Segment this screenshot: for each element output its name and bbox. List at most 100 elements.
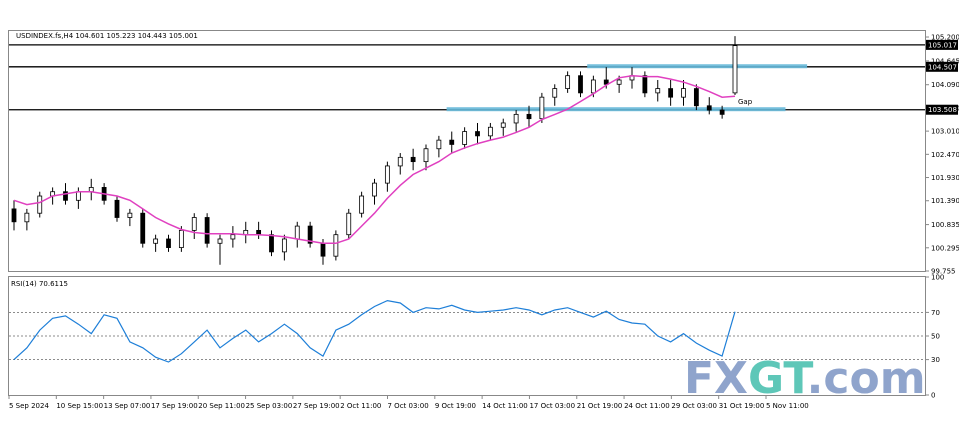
- price-tick-label: 104.090: [931, 81, 959, 89]
- candle-body: [153, 238, 159, 244]
- price-panel-frame: [8, 30, 926, 272]
- level-label-box: [926, 39, 958, 50]
- candle-body: [449, 139, 455, 145]
- gap-label: Gap: [738, 98, 753, 106]
- candle-body: [333, 234, 339, 257]
- candle-body: [552, 88, 558, 98]
- candle-body: [475, 131, 480, 137]
- x-tick-label: 29 Oct 03:00: [671, 402, 717, 410]
- candle-body: [114, 199, 120, 218]
- candle-body: [359, 195, 365, 214]
- candle-body: [397, 156, 403, 167]
- candle-body: [719, 109, 725, 115]
- candle-body: [346, 212, 352, 236]
- candle-body: [63, 191, 68, 201]
- price-tick-label: 101.930: [931, 174, 959, 182]
- price-tick-label: 103.010: [931, 128, 959, 136]
- candle-body: [410, 156, 416, 163]
- candle-body: [436, 139, 442, 150]
- x-tick-label: 24 Oct 11:00: [624, 402, 670, 410]
- candle-body: [269, 234, 274, 253]
- rsi-tick-label: 100: [931, 274, 944, 282]
- candle-body: [384, 165, 390, 184]
- candle-body: [320, 242, 326, 257]
- candle-body: [75, 191, 81, 201]
- level-label: 105.017: [928, 41, 957, 49]
- candle-body: [655, 88, 661, 94]
- x-tick-label: 14 Oct 11:00: [482, 402, 528, 410]
- level-label-box: [926, 104, 958, 115]
- x-tick-label: 17 Oct 03:00: [529, 402, 575, 410]
- candle-body: [668, 88, 674, 98]
- zones: [446, 64, 808, 112]
- candle-body: [590, 79, 596, 94]
- candle-body: [281, 238, 287, 253]
- price-tick-label: 99.755: [931, 268, 956, 276]
- candle-body: [423, 148, 429, 163]
- x-tick-label: 5 Nov 11:00: [766, 402, 809, 410]
- x-tick-label: 10 Sep 15:00: [56, 402, 103, 410]
- candle-body: [693, 88, 699, 107]
- candle-body: [526, 113, 532, 120]
- price-tick-label: 100.295: [931, 244, 959, 252]
- price-tick-label: 100.835: [931, 221, 959, 229]
- price-tick-label: 104.645: [931, 57, 959, 65]
- candles: [11, 36, 738, 265]
- candle-body: [178, 229, 184, 248]
- watermark-gt: GT: [748, 353, 813, 404]
- candle-body: [513, 113, 519, 124]
- rsi-y-axis: 100 70 50 30 0: [925, 274, 944, 400]
- x-tick-label: 13 Sep 07:00: [104, 402, 151, 410]
- level-labels: 105.017 104.507 103.508: [926, 39, 958, 115]
- candle-body: [24, 212, 30, 223]
- x-tick-label: 20 Sep 11:00: [198, 402, 245, 410]
- candle-body: [230, 234, 236, 240]
- rsi-tick-label: 0: [931, 392, 935, 400]
- candle-body: [500, 122, 506, 128]
- price-tick-label: 102.470: [931, 151, 959, 159]
- candle-body: [166, 238, 171, 248]
- x-tick-label: 5 Sep 2024: [9, 402, 49, 410]
- price-tick-label: 105.200: [931, 34, 959, 42]
- level-label: 104.507: [928, 63, 957, 71]
- candle-body: [37, 195, 43, 214]
- watermark-fx: FX: [684, 353, 748, 404]
- level-label-box: [926, 61, 958, 72]
- candle-body: [732, 45, 738, 94]
- candle-body: [487, 126, 493, 137]
- candle-body: [578, 75, 583, 94]
- x-tick-label: 21 Oct 19:00: [577, 402, 623, 410]
- price-levels: [9, 44, 925, 111]
- svg-text:FXGT.com: FXGT.com: [684, 353, 926, 404]
- x-axis: 5 Sep 2024 10 Sep 15:00 13 Sep 07:00 17 Sep…: [8, 395, 809, 410]
- zone-band: [587, 64, 808, 69]
- candle-body: [294, 225, 300, 240]
- candle-body: [616, 79, 622, 85]
- candle-body: [642, 75, 648, 94]
- price-tick-label: 101.390: [931, 197, 959, 205]
- candle-body: [706, 105, 712, 111]
- x-tick-label: 2 Oct 11:00: [340, 402, 381, 410]
- candle-body: [539, 96, 545, 120]
- candle-body: [462, 131, 468, 145]
- candle-body: [372, 182, 377, 197]
- rsi-tick-label: 70: [931, 309, 940, 317]
- x-tick-label: 25 Sep 03:00: [246, 402, 293, 410]
- ma-line: [13, 74, 736, 245]
- x-tick-label: 27 Sep 19:00: [293, 402, 340, 410]
- rsi-title: RSI(14) 70.6115: [11, 280, 68, 288]
- candle-body: [681, 88, 686, 98]
- candle-body: [11, 208, 17, 223]
- x-tick-label: 17 Sep 19:00: [151, 402, 198, 410]
- rsi-tick-label: 50: [931, 333, 940, 341]
- rsi-tick-label: 30: [931, 356, 940, 364]
- watermark-com: .com: [807, 353, 926, 404]
- candle-body: [127, 212, 133, 218]
- x-tick-label: 31 Oct 19:00: [719, 402, 765, 410]
- zone-band: [446, 107, 786, 112]
- watermark-logo: FXGT.com: [684, 353, 926, 404]
- candle-body: [140, 212, 146, 244]
- x-tick-label: 9 Oct 19:00: [435, 402, 476, 410]
- x-tick-label: 7 Oct 03:00: [388, 402, 429, 410]
